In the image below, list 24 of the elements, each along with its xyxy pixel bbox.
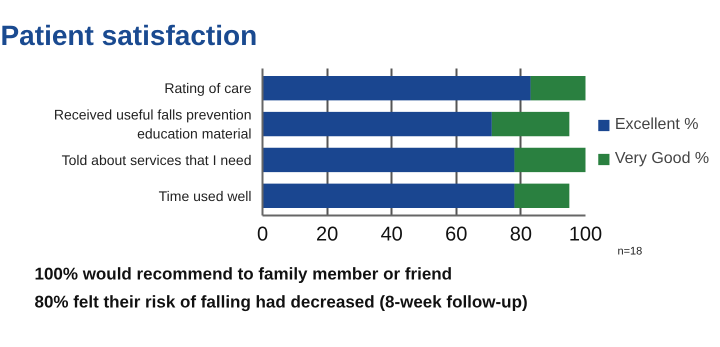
x-tick-label: 100 [568, 224, 602, 246]
x-tick-label: 40 [380, 224, 403, 246]
y-tick-label: Received useful falls prevention education material [54, 106, 252, 142]
bar [514, 148, 586, 172]
legend-label: Very Good % [614, 150, 710, 168]
text: 80% felt their risk of falling had decreased (8-week follow-up) [34, 292, 528, 312]
x-tick-label: 60 [445, 224, 468, 246]
bar [262, 112, 492, 136]
bar [262, 148, 514, 172]
text: n=18 [618, 246, 642, 258]
text: 100% would recommend to family member or friend [34, 264, 452, 284]
x-tick-label: 20 [316, 224, 338, 246]
x-tick-label: 0 [256, 224, 268, 246]
y-tick-label: Told about services that I need [62, 152, 252, 168]
bar [492, 112, 570, 136]
bar [530, 76, 586, 100]
bar [262, 184, 514, 208]
legend-label: Excellent % [614, 116, 698, 134]
y-tick-label: Time used well [158, 188, 252, 204]
bar [262, 76, 531, 100]
y-tick-label: Rating of care [164, 80, 252, 96]
x-tick-label: 80 [510, 224, 532, 246]
bar [514, 184, 570, 208]
chart-title: Patient satisfaction [0, 20, 258, 51]
